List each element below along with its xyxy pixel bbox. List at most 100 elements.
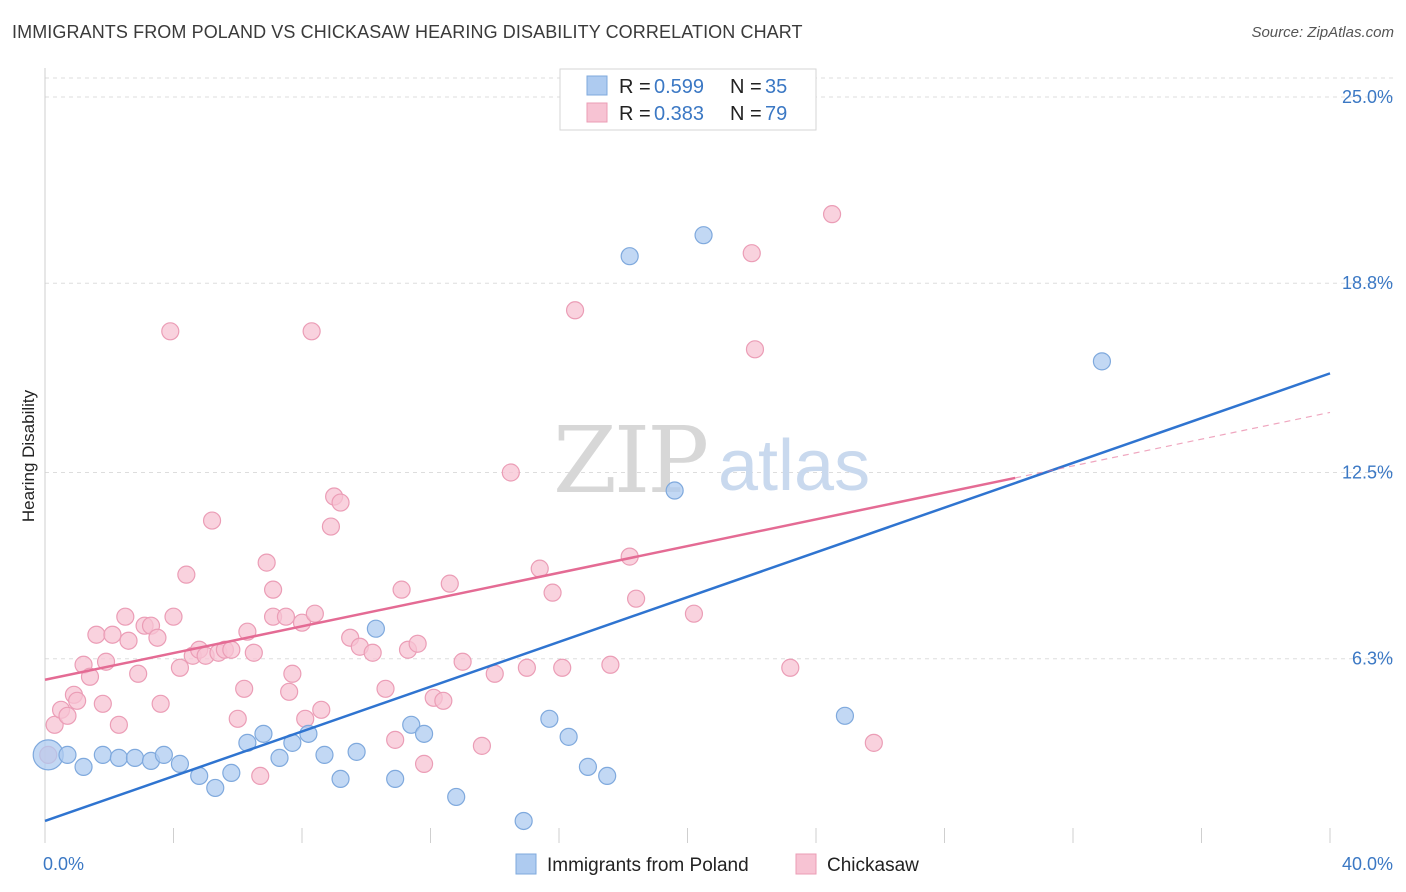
point-chickasaw	[45, 715, 64, 734]
point-chickasaw	[283, 664, 302, 683]
point-chickasaw	[517, 658, 536, 677]
point-chickasaw	[626, 589, 646, 608]
point-poland	[835, 706, 855, 725]
watermark-zip: ZIP	[553, 407, 706, 514]
point-chickasaw	[129, 664, 148, 683]
point-chickasaw	[93, 694, 112, 713]
y-tick-label: 18.8%	[1342, 273, 1393, 293]
point-chickasaw	[408, 634, 427, 653]
bottom-legend-label-poland: Immigrants from Poland	[547, 855, 749, 876]
point-chickasaw	[280, 682, 299, 701]
point-poland	[74, 757, 93, 776]
y-tick-label: 6.3%	[1352, 649, 1393, 669]
point-poland	[386, 769, 405, 789]
point-poland	[170, 754, 190, 773]
tick-labels: 6.3% 12.5% 18.8% 25.0% 0.0% 40.0%	[43, 87, 1393, 874]
point-chickasaw	[164, 607, 183, 626]
point-chickasaw	[742, 244, 761, 263]
trendline-chickasaw-extension	[1015, 411, 1331, 479]
point-chickasaw	[472, 736, 491, 755]
trend-lines	[44, 372, 1331, 823]
point-chickasaw	[257, 553, 276, 572]
bottom-legend-label-chickasaw: Chickasaw	[827, 855, 919, 876]
legend-n-value-pink: 79	[765, 103, 787, 125]
bottom-legend-swatch-poland	[515, 853, 537, 875]
point-chickasaw	[251, 766, 270, 786]
point-chickasaw	[109, 715, 128, 734]
point-poland	[125, 748, 145, 767]
trendline-chickasaw	[44, 476, 1016, 681]
point-poland	[559, 727, 578, 746]
source-credit: Source: ZipAtlas.com	[1251, 24, 1394, 41]
point-chickasaw	[485, 664, 504, 683]
point-chickasaw	[601, 655, 620, 674]
y-tick-label: 12.5%	[1342, 463, 1393, 483]
point-poland	[665, 481, 684, 500]
y-tick-label: 25.0%	[1342, 87, 1393, 107]
point-poland	[540, 709, 559, 728]
point-chickasaw	[116, 607, 135, 626]
legend-n-label-blue: N =	[730, 76, 762, 98]
point-chickasaw	[305, 604, 324, 623]
point-chickasaw	[222, 640, 241, 659]
point-chickasaw	[161, 322, 180, 341]
point-poland	[270, 748, 289, 767]
watermark: ZIP atlas	[553, 407, 870, 514]
point-chickasaw	[87, 625, 106, 644]
legend-n-value-blue: 35	[765, 76, 787, 98]
point-chickasaw	[302, 322, 321, 341]
bottom-legend: Immigrants from Poland Chickasaw	[515, 853, 919, 876]
point-poland	[414, 724, 434, 743]
point-chickasaw	[745, 340, 765, 359]
point-chickasaw	[331, 493, 350, 512]
trendline-poland	[44, 372, 1331, 823]
point-chickasaw	[684, 604, 704, 623]
point-chickasaw	[68, 691, 87, 710]
point-chickasaw	[565, 301, 585, 320]
point-poland	[347, 742, 366, 761]
legend-r-value-blue: 0.599	[654, 76, 704, 98]
point-poland	[514, 811, 533, 831]
legend-r-value-pink: 0.383	[654, 103, 704, 125]
point-poland	[222, 763, 241, 783]
legend-swatch-blue	[586, 75, 608, 96]
point-chickasaw	[170, 658, 190, 677]
point-chickasaw	[386, 730, 405, 749]
point-chickasaw	[453, 652, 472, 671]
point-poland	[694, 226, 713, 245]
point-chickasaw	[434, 691, 453, 710]
point-chickasaw	[263, 580, 283, 599]
point-chickasaw	[276, 607, 296, 626]
x-tick-label: 0.0%	[43, 854, 84, 874]
x-tick-label: 40.0%	[1342, 854, 1393, 874]
point-poland	[578, 757, 598, 776]
point-poland	[598, 766, 617, 786]
gridlines	[45, 77, 1395, 660]
legend-r-label-pink: R =	[619, 103, 651, 125]
point-chickasaw	[148, 628, 167, 647]
legend-swatch-pink	[586, 102, 608, 123]
point-chickasaw	[392, 580, 411, 599]
point-poland	[331, 769, 350, 789]
point-chickasaw	[321, 517, 341, 536]
point-poland	[620, 247, 639, 266]
point-chickasaw	[151, 694, 170, 713]
legend-r-label-blue: R =	[619, 76, 651, 98]
point-poland	[447, 787, 466, 807]
point-chickasaw	[296, 709, 315, 728]
point-chickasaw	[864, 733, 883, 752]
watermark-atlas: atlas	[718, 426, 870, 506]
legend-n-label-pink: N =	[730, 103, 762, 125]
point-chickasaw	[543, 583, 562, 602]
point-poland	[1092, 352, 1112, 371]
bottom-legend-swatch-chickasaw	[795, 853, 817, 875]
point-chickasaw	[822, 205, 842, 224]
point-chickasaw	[202, 511, 222, 530]
point-chickasaw	[414, 754, 434, 773]
point-chickasaw	[228, 709, 247, 728]
y-axis-title: Hearing Disability	[19, 389, 38, 522]
point-poland	[366, 619, 385, 638]
point-chickasaw	[119, 631, 138, 650]
point-chickasaw	[312, 700, 331, 719]
